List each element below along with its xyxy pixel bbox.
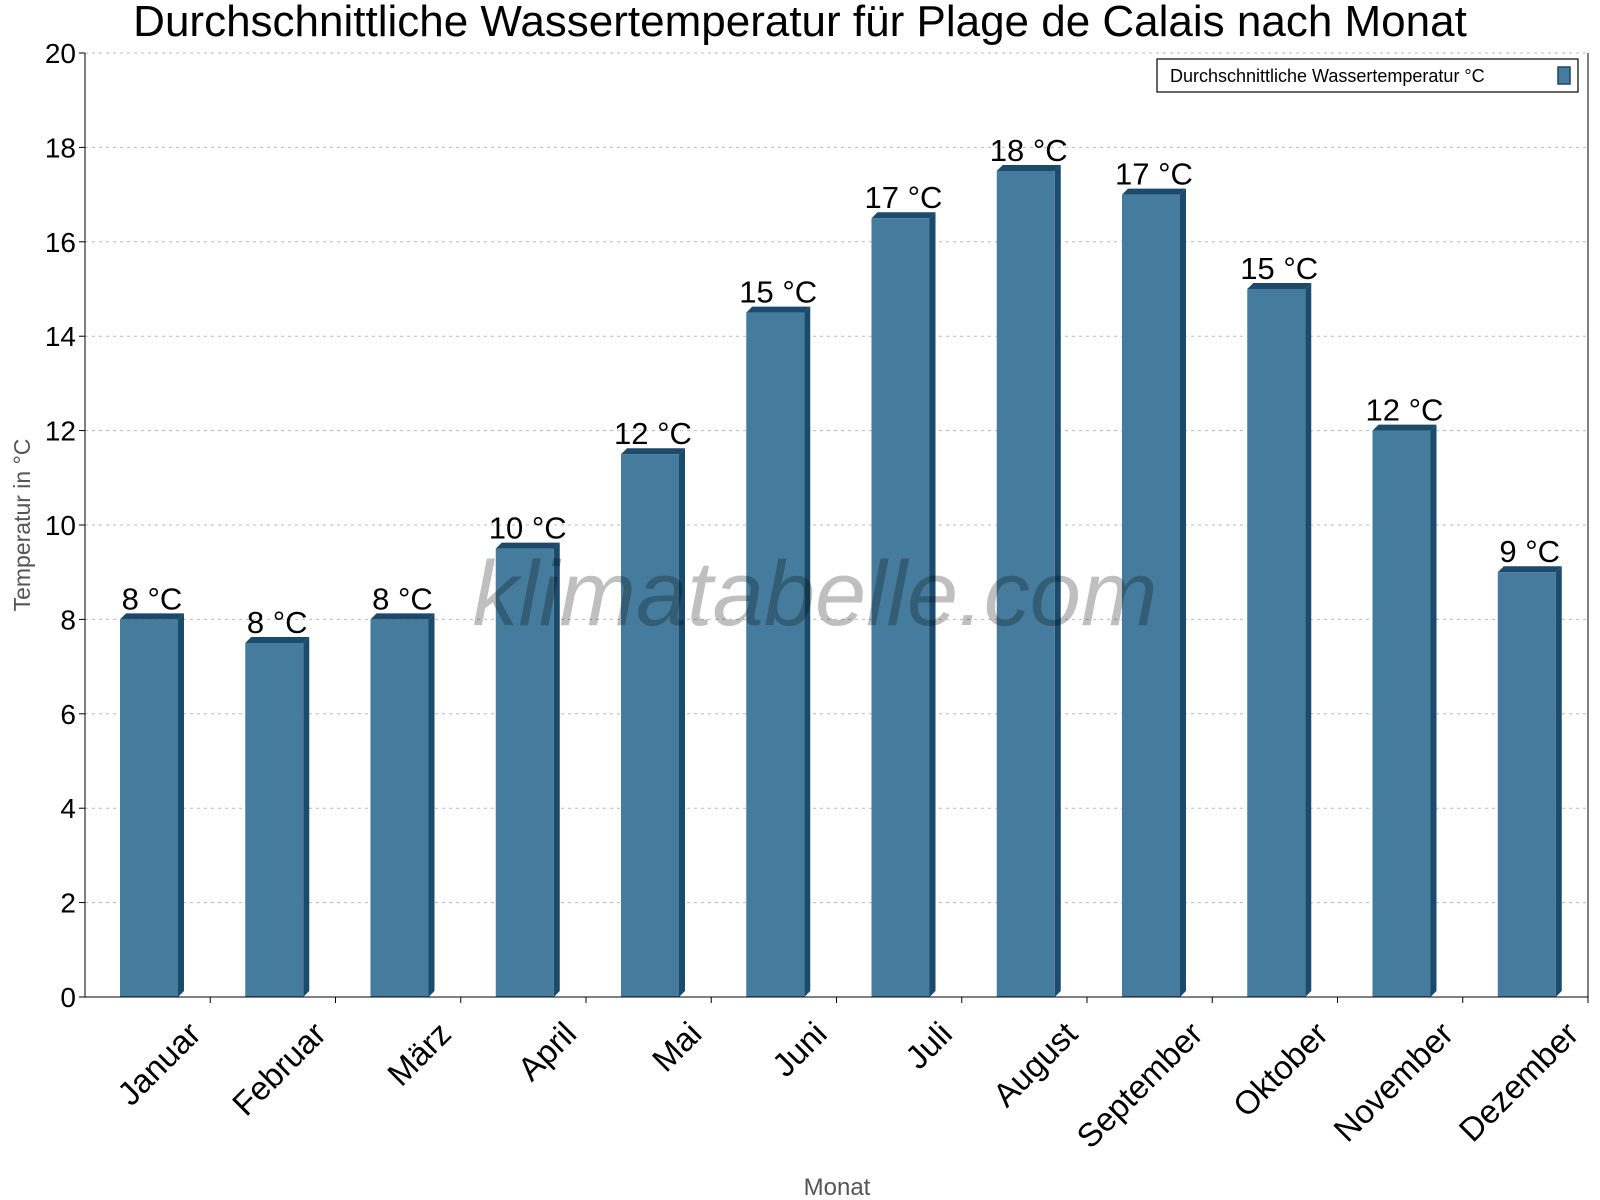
y-tick-label: 10 [45, 510, 76, 541]
bar-front [370, 619, 429, 997]
bar-side [303, 637, 310, 997]
bar: 15 °C [1240, 251, 1318, 997]
y-tick-label: 4 [60, 793, 76, 824]
bar-side [1430, 424, 1437, 998]
data-label: 12 °C [614, 416, 692, 451]
bar-side [1555, 566, 1562, 997]
bar: 9 °C [1497, 534, 1562, 997]
bar-front [1122, 194, 1180, 998]
bar-front [245, 643, 304, 997]
legend: Durchschnittliche Wassertemperatur °C [1156, 58, 1579, 93]
bar-top [245, 637, 310, 643]
bar-front [996, 171, 1055, 997]
y-tick-label: 6 [60, 699, 76, 730]
bar: 17 °C [865, 180, 943, 997]
x-tick-label: Mai [645, 1015, 709, 1079]
legend-swatch [1557, 66, 1571, 85]
bar-top [370, 613, 435, 620]
data-label: 10 °C [489, 511, 567, 546]
bar-side [178, 613, 184, 997]
bar-side [1180, 188, 1186, 998]
x-axis-label: Monat [804, 1174, 871, 1200]
x-tick-label: März [380, 1015, 458, 1093]
data-label: 8 °C [122, 581, 183, 616]
x-tick-label: Juli [898, 1015, 959, 1076]
gridlines [85, 52, 1588, 904]
bar-top [120, 613, 184, 620]
legend-box [1156, 58, 1579, 93]
bar-top [1247, 283, 1312, 289]
data-label: 17 °C [865, 180, 943, 215]
y-tick-label: 20 [45, 38, 76, 69]
bars: 8 °C 8 °C 8 °C 10 °C 12 °C 15 °C 17 °C 18 °C 17 … [120, 133, 1562, 998]
bar: 17 °C [1115, 157, 1193, 998]
bar-front [120, 619, 178, 997]
y-tick-label: 0 [60, 982, 76, 1013]
bar: 15 °C [739, 275, 817, 998]
bar-side [679, 448, 685, 997]
y-tick-label: 16 [45, 227, 76, 258]
bar-front [1497, 572, 1556, 997]
bar-top [495, 542, 560, 549]
bar: 8 °C [245, 605, 310, 997]
y-axis-label: Temperatur in °C [9, 439, 35, 612]
data-label: 15 °C [1240, 251, 1318, 286]
data-label: 17 °C [1115, 157, 1193, 192]
bar-front [746, 312, 805, 998]
bar-side [804, 306, 811, 998]
bar-top [746, 306, 811, 313]
y-tick-label: 18 [45, 132, 76, 163]
x-tick-label: Februar [225, 1015, 333, 1123]
data-label: 8 °C [372, 581, 433, 616]
x-tick-label: Januar [110, 1015, 208, 1113]
bar-top [1372, 424, 1437, 431]
data-label: 9 °C [1499, 534, 1560, 569]
x-tick-label: April [510, 1015, 583, 1088]
y-tick-label: 12 [45, 416, 76, 447]
bar: 12 °C [614, 416, 692, 997]
bar: 18 °C [990, 133, 1068, 997]
x-tick-label: Dezember [1451, 1015, 1585, 1149]
x-tick-label: Juni [765, 1015, 834, 1084]
bar-top [621, 448, 685, 455]
bar: 10 °C [489, 511, 567, 997]
data-label: 8 °C [247, 605, 308, 640]
y-tick-label: 14 [45, 321, 76, 352]
data-label: 18 °C [990, 133, 1068, 168]
bar: 12 °C [1366, 393, 1444, 998]
bar-front [495, 548, 554, 997]
x-tick-label: September [1069, 1015, 1209, 1155]
bar-side [553, 542, 560, 997]
bar-top [996, 165, 1061, 171]
bar: 8 °C [370, 581, 435, 997]
bar-front [1247, 289, 1306, 997]
bar-side [1305, 283, 1312, 997]
data-label: 12 °C [1366, 393, 1444, 428]
bar-front [1372, 430, 1431, 998]
x-tick-label: November [1326, 1015, 1460, 1149]
y-tick-label: 2 [60, 888, 76, 919]
bar-top [1497, 566, 1562, 573]
y-axis: 0 2 4 6 8 10 12 14 16 18 20 [45, 38, 1589, 1013]
watermark: klimatabelle.com [472, 543, 1157, 645]
bar-front [621, 454, 679, 997]
x-tick-label: August [985, 1015, 1084, 1114]
bar-side [428, 613, 435, 997]
x-axis: Januar Februar März April Mai Juni Juli AugustS… [85, 996, 1589, 1155]
chart-title: Durchschnittliche Wassertemperatur für P… [133, 0, 1467, 46]
legend-label: Durchschnittliche Wassertemperatur °C [1170, 66, 1485, 86]
bar-side [929, 212, 936, 997]
bar-front [871, 218, 930, 997]
data-label: 15 °C [739, 275, 817, 310]
bar-side [1054, 165, 1061, 997]
bar-top [871, 212, 936, 219]
bar: 8 °C [120, 581, 184, 997]
y-tick-label: 8 [60, 604, 76, 635]
bar-top [1122, 188, 1186, 195]
x-tick-label: Oktober [1226, 1015, 1335, 1124]
